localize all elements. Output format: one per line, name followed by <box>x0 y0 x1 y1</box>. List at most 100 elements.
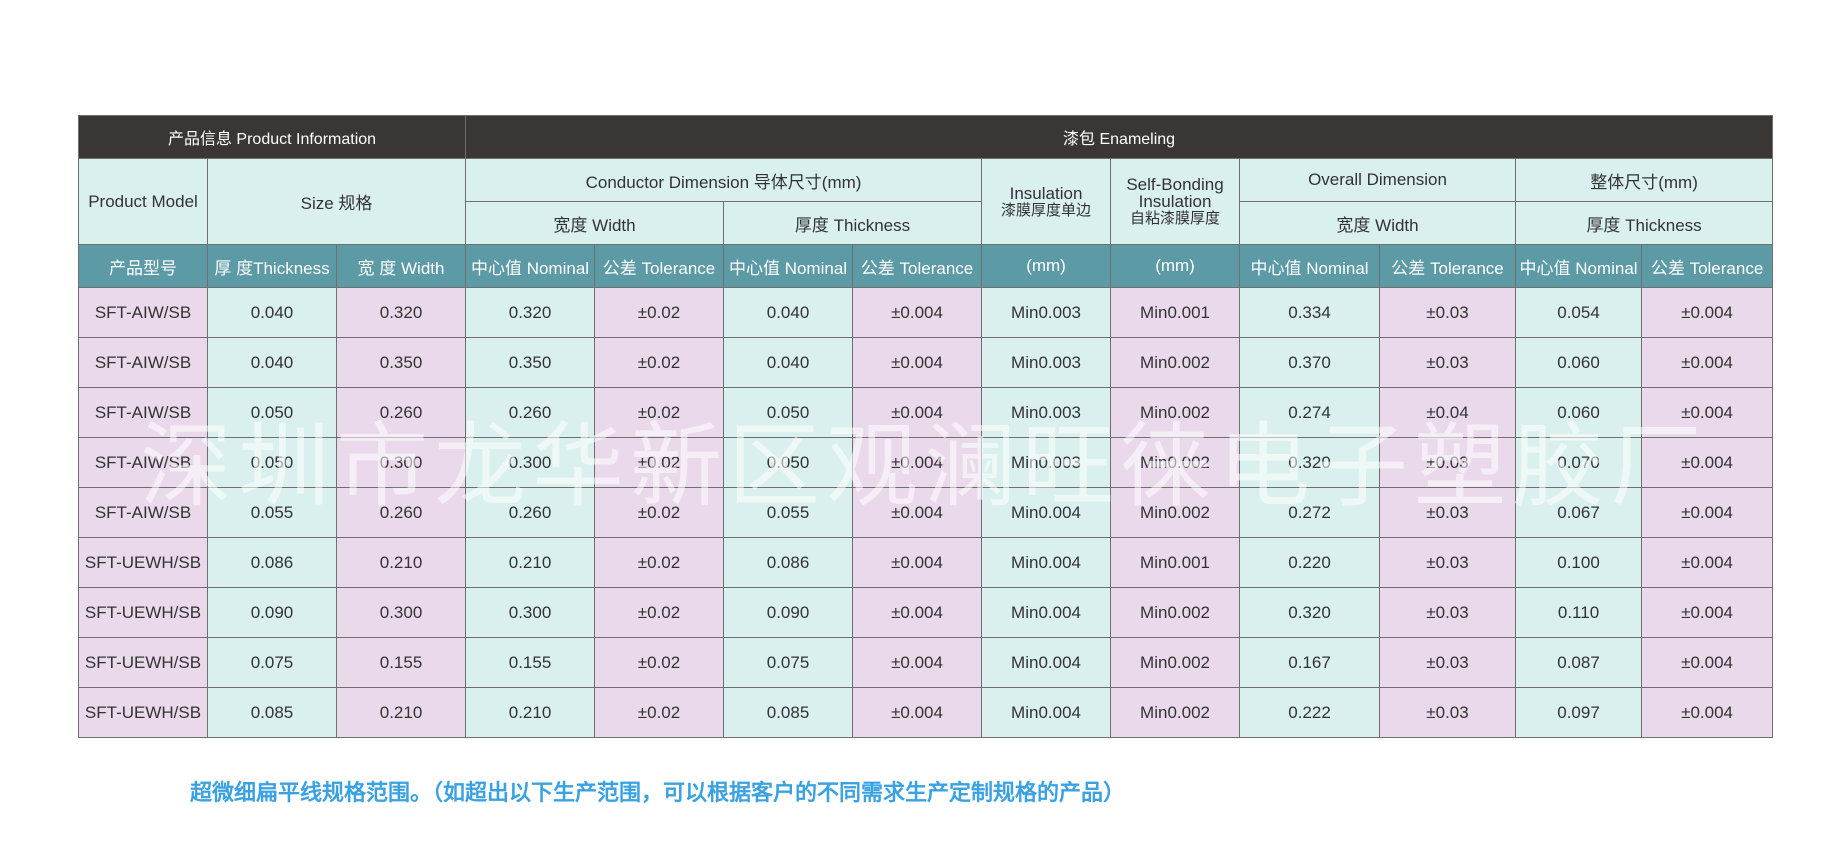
table-cell: ±0.004 <box>1641 687 1774 738</box>
column-header: 中心值 Nominal <box>1515 244 1643 288</box>
column-header: 中心值 Nominal <box>723 244 854 288</box>
column-header: 公差 Tolerance <box>852 244 983 288</box>
table-cell: 0.350 <box>335 337 467 388</box>
table-cell: 0.210 <box>465 537 596 588</box>
table-cell: Min0.004 <box>981 687 1112 738</box>
table-cell: 0.300 <box>335 437 467 488</box>
table-cell: ±0.004 <box>852 287 983 338</box>
table-cell: ±0.03 <box>1379 337 1517 388</box>
table-cell: Min0.004 <box>981 587 1112 638</box>
table-cell: ±0.004 <box>852 487 983 538</box>
table-cell: ±0.004 <box>852 687 983 738</box>
table-cell: 0.040 <box>723 337 854 388</box>
table-cell: 0.260 <box>465 487 596 538</box>
spec-range-note: 超微细扁平线规格范围。（如超出以下生产范围，可以根据客户的不同需求生产定制规格的… <box>190 780 1126 805</box>
self-bonding-header: Self-Bonding Insulation 自粘漆膜厚度 <box>1110 158 1241 245</box>
table-cell: Min0.002 <box>1110 687 1241 738</box>
table-cell: ±0.03 <box>1379 587 1517 638</box>
table-row: SFT-AIW/SB 0.055 0.260 0.260 ±0.02 0.055 ±0.00… <box>78 487 1774 538</box>
table-cell: 0.100 <box>1515 537 1643 588</box>
table-cell: ±0.03 <box>1379 437 1517 488</box>
table-cell: ±0.02 <box>594 637 725 688</box>
table-cell: ±0.02 <box>594 687 725 738</box>
product-model-header: Product Model <box>78 158 208 245</box>
table-cell: 0.300 <box>465 437 596 488</box>
table-cell: 0.060 <box>1515 337 1643 388</box>
table-row: SFT-UEWH/SB 0.075 0.155 0.155 ±0.02 0.075 ±0.0… <box>78 637 1774 688</box>
overall-size-header: 整体尺寸(mm) <box>1515 158 1774 202</box>
overall-thickness-header: 厚度 Thickness <box>1515 201 1774 245</box>
table-cell: Min0.003 <box>981 337 1112 388</box>
table-cell: 0.040 <box>723 287 854 338</box>
table-cell: 0.097 <box>1515 687 1643 738</box>
insulation-header: Insulation 漆膜厚度单边 <box>981 158 1112 245</box>
table-cell: ±0.03 <box>1379 637 1517 688</box>
column-header: (mm) <box>1110 244 1241 288</box>
self-bonding-label-3: 自粘漆膜厚度 <box>1130 210 1221 227</box>
product-model-cell: SFT-UEWH/SB <box>78 587 208 638</box>
overall-dimension-header: Overall Dimension <box>1239 158 1517 202</box>
table-cell: ±0.004 <box>1641 587 1774 638</box>
table-cell: Min0.001 <box>1110 287 1241 338</box>
table-cell: ±0.004 <box>1641 337 1774 388</box>
table-cell: ±0.02 <box>594 587 725 638</box>
table-cell: 0.260 <box>335 487 467 538</box>
product-info-header: 产品信息 Product Information <box>77 115 467 159</box>
table-cell: 0.050 <box>207 387 337 438</box>
enameling-header: 漆包 Enameling <box>465 115 1774 159</box>
table-cell: 0.320 <box>465 287 596 338</box>
table-cell: ±0.03 <box>1379 537 1517 588</box>
conductor-dimension-header: Conductor Dimension 导体尺寸(mm) <box>465 158 983 202</box>
table-cell: Min0.004 <box>981 537 1112 588</box>
table-cell: 0.090 <box>207 587 337 638</box>
product-model-cell: SFT-AIW/SB <box>78 437 208 488</box>
table-cell: 0.334 <box>1239 287 1381 338</box>
table-cell: ±0.02 <box>594 337 725 388</box>
table-cell: Min0.002 <box>1110 587 1241 638</box>
table-cell: ±0.02 <box>594 437 725 488</box>
table-cell: ±0.04 <box>1379 387 1517 438</box>
table-header: 产品信息 Product Information 漆包 Enameling Pr… <box>77 115 1774 288</box>
table-cell: ±0.004 <box>1641 437 1774 488</box>
table-cell: 0.087 <box>1515 637 1643 688</box>
product-model-cell: SFT-AIW/SB <box>78 287 208 338</box>
table-cell: 0.110 <box>1515 587 1643 638</box>
table-row: SFT-UEWH/SB 0.090 0.300 0.300 ±0.02 0.090 ±0.0… <box>78 587 1774 638</box>
product-model-cell: SFT-UEWH/SB <box>78 637 208 688</box>
table-cell: 0.040 <box>207 287 337 338</box>
table-row: SFT-UEWH/SB 0.086 0.210 0.210 ±0.02 0.086 ±0.0… <box>78 537 1774 588</box>
table-cell: ±0.004 <box>1641 537 1774 588</box>
table-cell: ±0.02 <box>594 287 725 338</box>
table-cell: Min0.003 <box>981 437 1112 488</box>
table-cell: 0.054 <box>1515 287 1643 338</box>
table-cell: 0.040 <box>207 337 337 388</box>
header-row-top: 产品信息 Product Information 漆包 Enameling <box>77 115 1774 159</box>
table-cell: ±0.004 <box>1641 637 1774 688</box>
table-cell: Min0.002 <box>1110 487 1241 538</box>
table-cell: 0.086 <box>723 537 854 588</box>
table-cell: ±0.004 <box>852 537 983 588</box>
table-cell: 0.320 <box>1239 587 1381 638</box>
conductor-width-header: 宽度 Width <box>465 201 725 245</box>
self-bonding-label-2: Insulation <box>1138 192 1212 211</box>
table-cell: ±0.004 <box>852 387 983 438</box>
table-cell: 0.055 <box>207 487 337 538</box>
table-cell: 0.320 <box>335 287 467 338</box>
table-cell: 0.300 <box>465 587 596 638</box>
product-model-cell: SFT-AIW/SB <box>78 387 208 438</box>
conductor-thickness-header: 厚度 Thickness <box>723 201 983 245</box>
table-cell: 0.260 <box>465 387 596 438</box>
column-header: 中心值 Nominal <box>465 244 596 288</box>
table-cell: 0.210 <box>335 537 467 588</box>
table-cell: 0.155 <box>465 637 596 688</box>
table-cell: 0.060 <box>1515 387 1643 438</box>
table-cell: 0.055 <box>723 487 854 538</box>
column-header: (mm) <box>981 244 1112 288</box>
table-cell: 0.086 <box>207 537 337 588</box>
table-cell: Min0.002 <box>1110 387 1241 438</box>
table-cell: ±0.004 <box>852 337 983 388</box>
table-cell: 0.210 <box>335 687 467 738</box>
column-header: 中心值 Nominal <box>1239 244 1381 288</box>
product-model-cell: SFT-UEWH/SB <box>78 537 208 588</box>
table-cell: 0.210 <box>465 687 596 738</box>
